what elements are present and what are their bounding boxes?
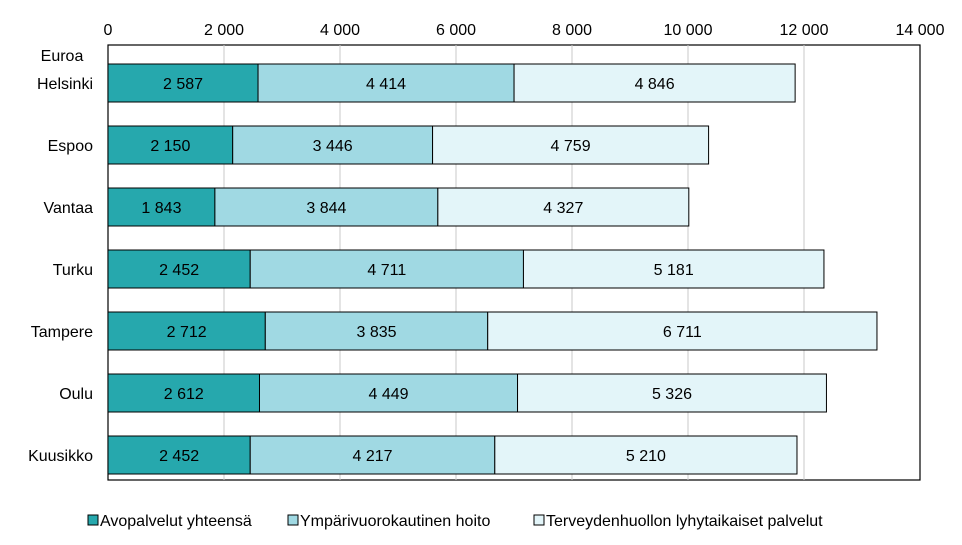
legend-label: Ympärivuorokautinen hoito (300, 513, 490, 530)
category-label: Espoo (48, 138, 93, 155)
bars: 2 587 4 414 4 846 2 150 3 446 4 759 1 843 3 844… (107, 63, 878, 475)
bar-segment (487, 311, 878, 351)
x-tick-label: 8 000 (552, 22, 592, 39)
data-label: 2 712 (167, 324, 207, 341)
data-label: 4 759 (551, 138, 591, 155)
data-label: 3 844 (306, 200, 346, 217)
bar-segment (249, 435, 496, 475)
legend-swatch (87, 514, 99, 526)
x-tick-label: 12 000 (780, 22, 829, 39)
data-label: 4 327 (543, 200, 583, 217)
bar-segment (107, 311, 266, 351)
bar-segment (107, 435, 251, 475)
data-label: 2 612 (164, 386, 204, 403)
legend-label: Terveydenhuollon lyhytaikaiset palvelut (546, 513, 823, 530)
data-label: 2 452 (159, 448, 199, 465)
legend-label: Avopalvelut yhteensä (100, 513, 252, 530)
data-label: 6 711 (663, 324, 702, 341)
bar-segment (107, 187, 216, 227)
data-label: 4 414 (366, 76, 406, 93)
data-label: 2 150 (150, 138, 190, 155)
x-tick-label: 6 000 (436, 22, 476, 39)
data-label: 1 843 (141, 200, 181, 217)
legend-swatch (533, 514, 545, 526)
bar-segment (107, 373, 260, 413)
category-label: Tampere (31, 324, 93, 341)
data-label: 5 181 (654, 262, 694, 279)
x-axis-ticks: 0 2 000 4 000 6 000 8 000 10 000 12 000 14 000 (104, 22, 945, 39)
data-label: 3 446 (313, 138, 353, 155)
bar-segment (249, 249, 524, 289)
category-label: Turku (53, 262, 93, 279)
x-tick-label: 14 000 (896, 22, 945, 39)
x-tick-label: 4 000 (320, 22, 360, 39)
bar-segment (432, 125, 710, 165)
category-label: Helsinki (37, 76, 93, 93)
bar-segment (214, 187, 439, 227)
bar-segment (494, 435, 798, 475)
data-label: 4 217 (352, 448, 392, 465)
x-tick-label: 10 000 (664, 22, 713, 39)
category-labels: Helsinki Espoo Vantaa Turku Tampere Oulu Kuusi… (28, 76, 93, 465)
bar-segment (107, 125, 234, 165)
bar-segment (257, 63, 515, 103)
data-label: 2 587 (163, 76, 203, 93)
category-label: Oulu (59, 386, 93, 403)
data-label: 2 452 (159, 262, 199, 279)
data-label: 3 835 (356, 324, 396, 341)
data-label: 4 846 (635, 76, 675, 93)
x-tick-label: 0 (104, 22, 113, 39)
data-label: 4 449 (368, 386, 408, 403)
data-label: 4 711 (367, 262, 406, 279)
data-label: 5 326 (652, 386, 692, 403)
bar-segment (437, 187, 690, 227)
x-tick-label: 2 000 (204, 22, 244, 39)
bar-segment (258, 373, 519, 413)
category-label: Kuusikko (28, 448, 93, 465)
category-label: Vantaa (43, 200, 93, 217)
bar-segment (517, 373, 827, 413)
data-label: 5 210 (626, 448, 666, 465)
bar-segment (522, 249, 825, 289)
bar-segment (107, 249, 251, 289)
legend-swatch (287, 514, 299, 526)
bar-segment (513, 63, 796, 103)
legend: Avopalvelut yhteensä Ympärivuorokautinen … (87, 513, 823, 530)
unit-label: Euroa (41, 48, 84, 65)
